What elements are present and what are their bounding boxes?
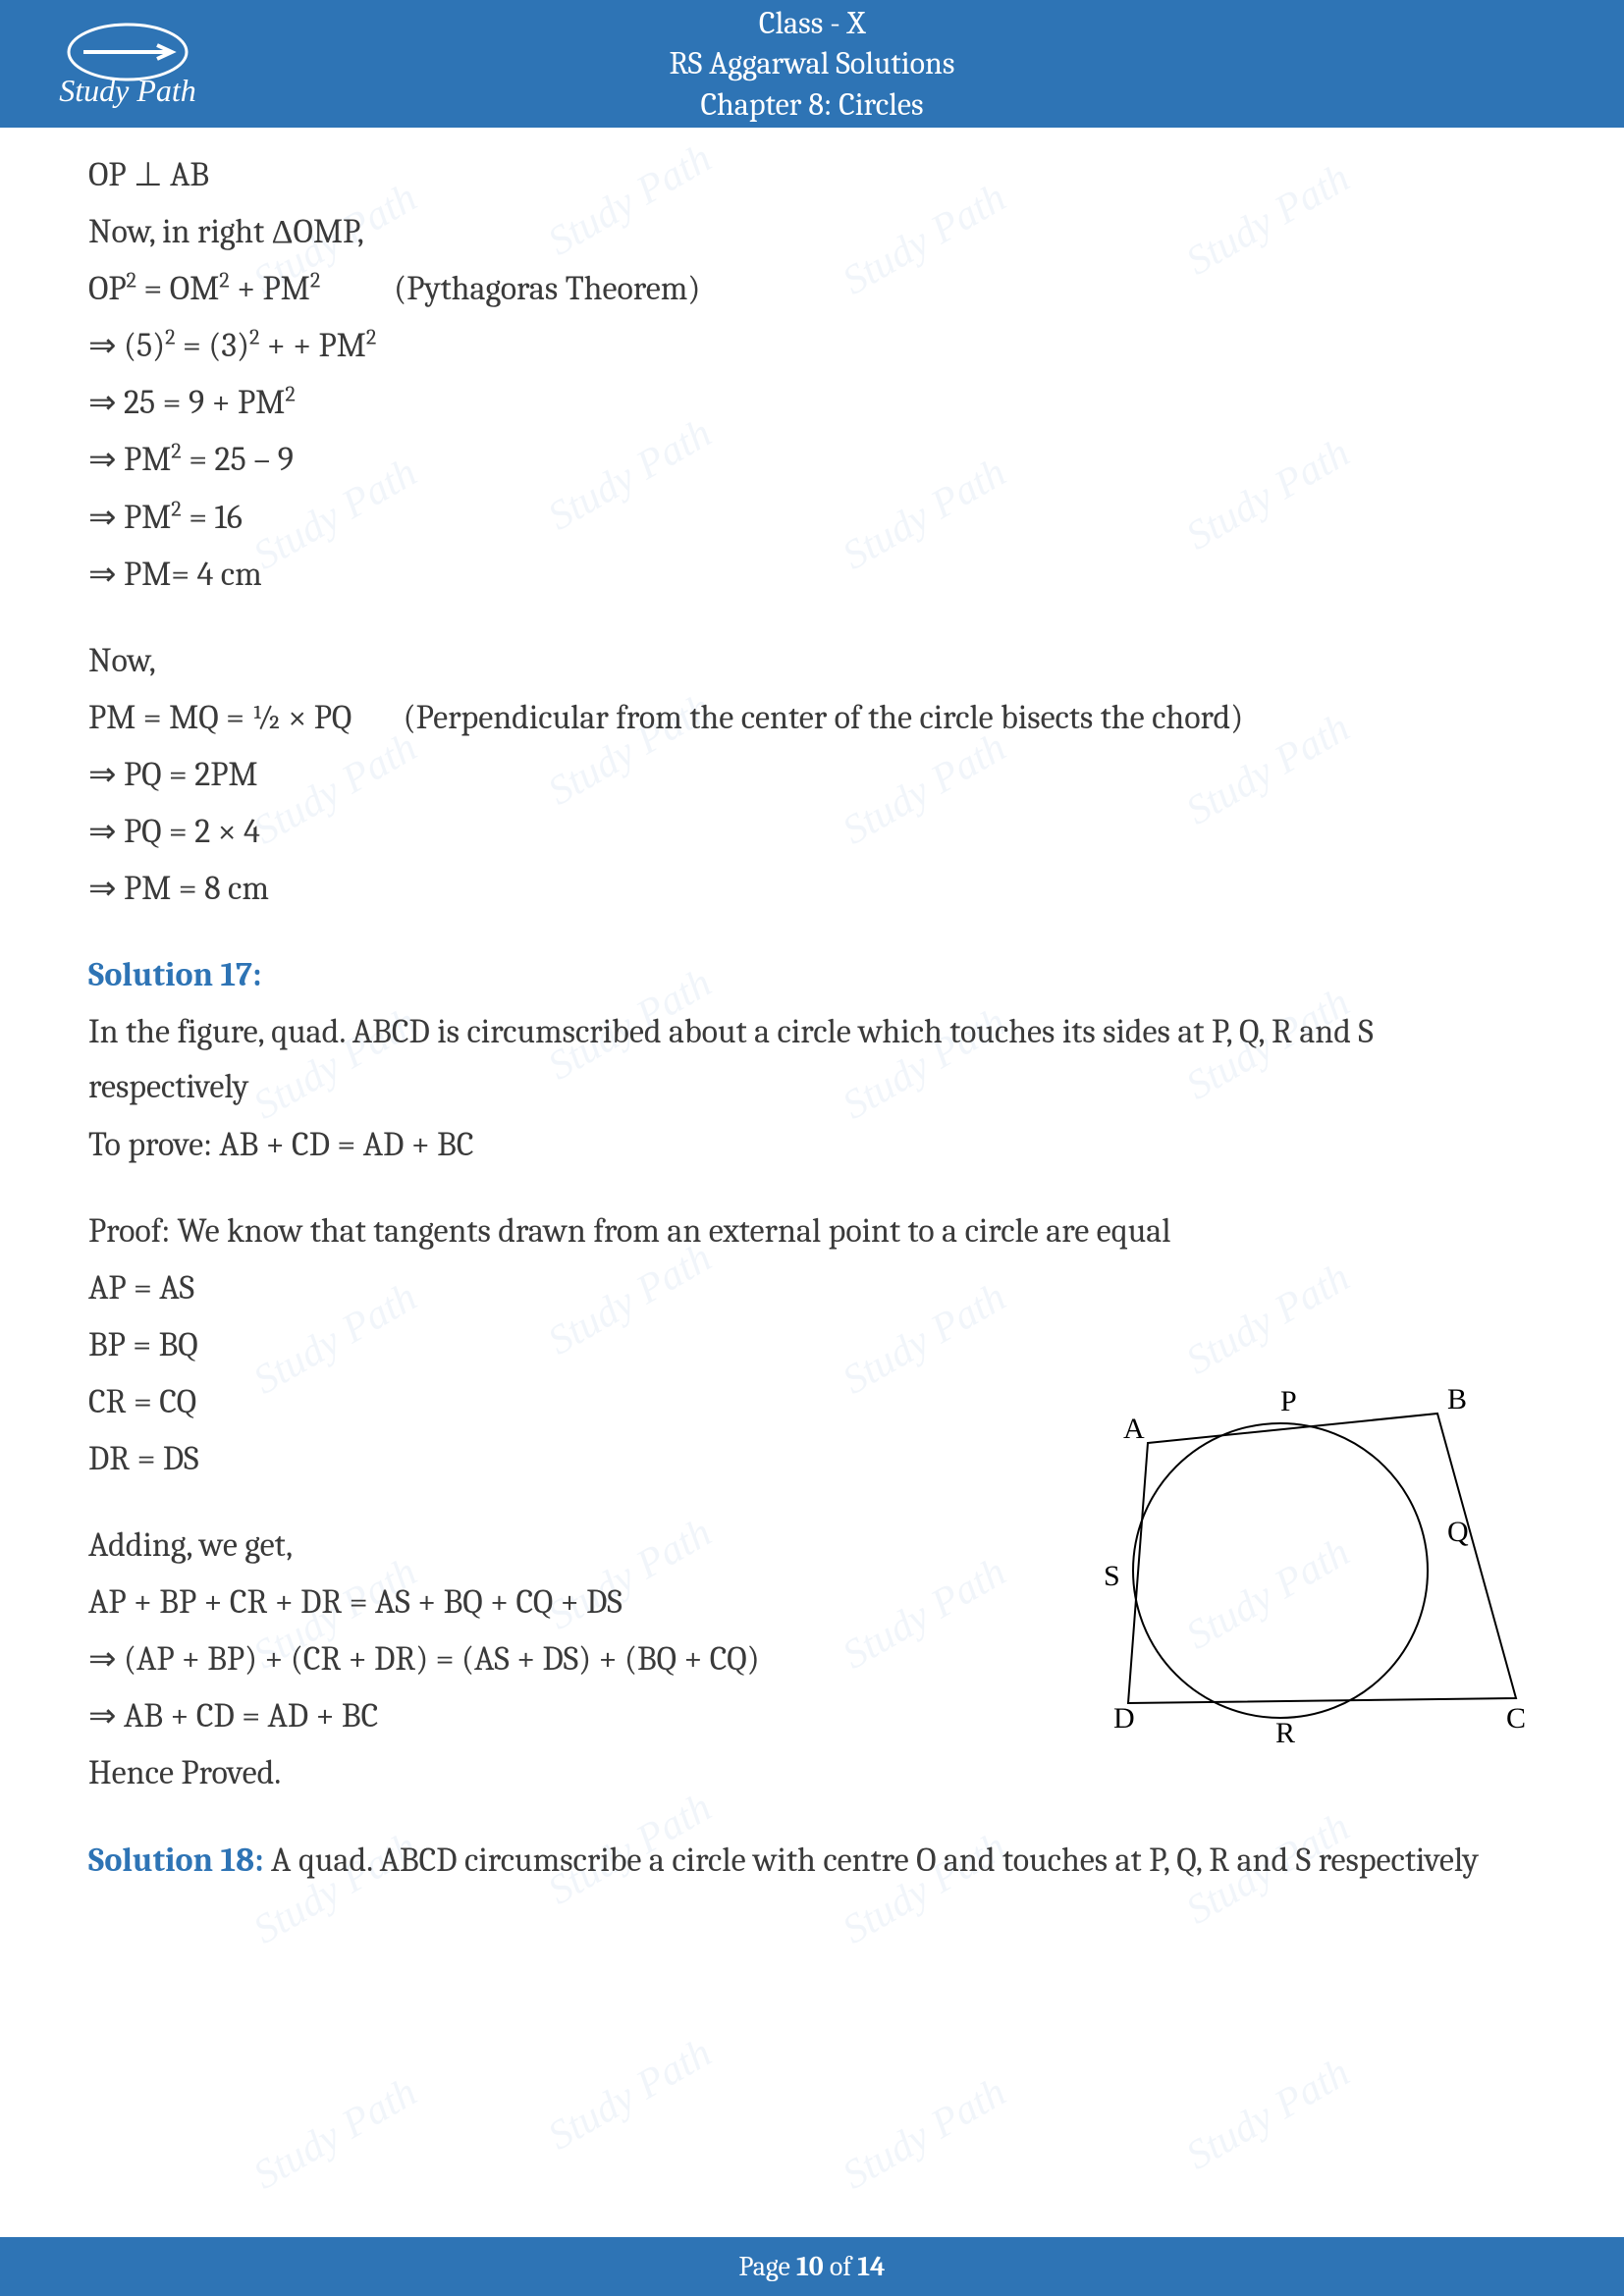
- watermark-text: Study Path: [835, 2068, 1014, 2199]
- svg-text:D: D: [1113, 1702, 1135, 1735]
- text-line: ⇒ PQ = 2 × 4: [88, 804, 1536, 859]
- footer-infix: of: [824, 2251, 858, 2282]
- text-line: ⇒ PM2 = 25 – 9: [88, 432, 1536, 487]
- text-line: ⇒ (5)2 = (3)2 + + PM2: [88, 318, 1536, 373]
- text-line: AP = AS: [88, 1260, 1536, 1315]
- text-line: Proof: We know that tangents drawn from …: [88, 1203, 1536, 1258]
- text-line: Now,: [88, 633, 1536, 688]
- text-line: ⇒ 25 = 9 + PM2: [88, 375, 1536, 430]
- text-line: PM = MQ = ½ × PQ (Perpendicular from the…: [88, 690, 1536, 745]
- footer-current: 10: [796, 2251, 824, 2282]
- text-line: In the figure, quad. ABCD is circumscrib…: [88, 1004, 1536, 1114]
- text-line: OP ⊥ AB: [88, 147, 1536, 202]
- text-line: A quad. ABCD circumscribe a circle with …: [264, 1841, 1479, 1880]
- page-footer: Page 10 of 14: [0, 2237, 1624, 2296]
- logo-text: Study Path: [59, 73, 196, 108]
- chapter-title: Chapter 8: Circles: [670, 84, 955, 126]
- text-line: ⇒ PQ = 2PM: [88, 747, 1536, 802]
- logo-svg: Study Path: [34, 18, 221, 111]
- header-title-block: Class - X RS Aggarwal Solutions Chapter …: [670, 3, 955, 126]
- logo: Study Path: [29, 15, 226, 113]
- figure-quadrilateral-circle: A B C D P Q R S: [1055, 1369, 1526, 1762]
- svg-text:B: B: [1447, 1383, 1467, 1415]
- page-header: Study Path Class - X RS Aggarwal Solutio…: [0, 0, 1624, 128]
- book-title: RS Aggarwal Solutions: [670, 43, 955, 84]
- solution-17-heading: Solution 17:: [88, 947, 1536, 1002]
- text-line: To prove: AB + CD = AD + BC: [88, 1117, 1536, 1172]
- text-line: BP = BQ: [88, 1317, 1536, 1372]
- class-label: Class - X: [670, 3, 955, 44]
- solution-18-heading: Solution 18:: [88, 1841, 264, 1880]
- watermark-text: Study Path: [540, 2029, 720, 2160]
- watermark-text: Study Path: [1178, 2049, 1358, 2179]
- footer-total: 14: [857, 2251, 885, 2282]
- text-line: ⇒ PM= 4 cm: [88, 547, 1536, 602]
- text-line: ⇒ PM2 = 16: [88, 490, 1536, 545]
- footer-prefix: Page: [738, 2251, 796, 2282]
- svg-text:A: A: [1123, 1413, 1145, 1445]
- solution-18-block: Solution 18: A quad. ABCD circumscribe a…: [88, 1833, 1536, 1888]
- svg-text:S: S: [1104, 1560, 1120, 1592]
- svg-text:P: P: [1280, 1385, 1297, 1417]
- text-line: ⇒ PM = 8 cm: [88, 861, 1536, 916]
- text-line: Now, in right ΔOMP,: [88, 204, 1536, 259]
- watermark-text: Study Path: [245, 2068, 425, 2199]
- text-line: OP2 = OM2 + PM2 (Pythagoras Theorem): [88, 261, 1536, 316]
- svg-text:Q: Q: [1447, 1516, 1469, 1548]
- svg-text:C: C: [1506, 1702, 1526, 1735]
- svg-text:R: R: [1275, 1717, 1295, 1749]
